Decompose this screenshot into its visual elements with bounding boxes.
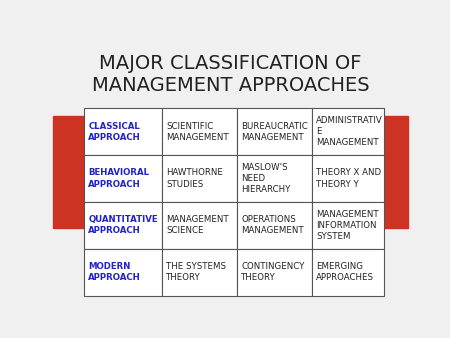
FancyBboxPatch shape bbox=[53, 116, 84, 228]
Text: THE SYSTEMS
THEORY: THE SYSTEMS THEORY bbox=[166, 262, 226, 282]
Text: MAJOR CLASSIFICATION OF
MANAGEMENT APPROACHES: MAJOR CLASSIFICATION OF MANAGEMENT APPRO… bbox=[92, 54, 369, 95]
Text: BEHAVIORAL
APPROACH: BEHAVIORAL APPROACH bbox=[88, 168, 149, 189]
Text: MANAGEMENT
SCIENCE: MANAGEMENT SCIENCE bbox=[166, 215, 229, 235]
FancyBboxPatch shape bbox=[84, 202, 162, 249]
FancyBboxPatch shape bbox=[162, 249, 237, 296]
Text: HAWTHORNE
STUDIES: HAWTHORNE STUDIES bbox=[166, 168, 223, 189]
FancyBboxPatch shape bbox=[237, 202, 312, 249]
Text: QUANTITATIVE
APPROACH: QUANTITATIVE APPROACH bbox=[88, 215, 158, 235]
Text: MANAGEMENT
INFORMATION
SYSTEM: MANAGEMENT INFORMATION SYSTEM bbox=[316, 210, 379, 241]
Text: ADMINISTRATIV
E
MANAGEMENT: ADMINISTRATIV E MANAGEMENT bbox=[316, 116, 383, 147]
FancyBboxPatch shape bbox=[84, 249, 162, 296]
FancyBboxPatch shape bbox=[312, 249, 384, 296]
Text: CLASSICAL
APPROACH: CLASSICAL APPROACH bbox=[88, 122, 141, 142]
Text: BUREAUCRATIC
MANAGEMENT: BUREAUCRATIC MANAGEMENT bbox=[241, 122, 308, 142]
Text: CONTINGENCY
THEORY: CONTINGENCY THEORY bbox=[241, 262, 305, 282]
FancyBboxPatch shape bbox=[237, 249, 312, 296]
FancyBboxPatch shape bbox=[237, 108, 312, 155]
FancyBboxPatch shape bbox=[312, 108, 384, 155]
Text: SCIENTIFIC
MANAGEMENT: SCIENTIFIC MANAGEMENT bbox=[166, 122, 229, 142]
FancyBboxPatch shape bbox=[84, 108, 162, 155]
FancyBboxPatch shape bbox=[162, 202, 237, 249]
FancyBboxPatch shape bbox=[237, 155, 312, 202]
FancyBboxPatch shape bbox=[312, 202, 384, 249]
Text: THEORY X AND
THEORY Y: THEORY X AND THEORY Y bbox=[316, 168, 382, 189]
FancyBboxPatch shape bbox=[377, 116, 409, 228]
Text: OPERATIONS
MANAGEMENT: OPERATIONS MANAGEMENT bbox=[241, 215, 304, 235]
Text: MASLOW'S
NEED
HIERARCHY: MASLOW'S NEED HIERARCHY bbox=[241, 163, 291, 194]
FancyBboxPatch shape bbox=[162, 108, 237, 155]
FancyBboxPatch shape bbox=[312, 155, 384, 202]
FancyBboxPatch shape bbox=[162, 155, 237, 202]
FancyBboxPatch shape bbox=[84, 155, 162, 202]
Text: EMERGING
APPROACHES: EMERGING APPROACHES bbox=[316, 262, 374, 282]
Text: MODERN
APPROACH: MODERN APPROACH bbox=[88, 262, 141, 282]
